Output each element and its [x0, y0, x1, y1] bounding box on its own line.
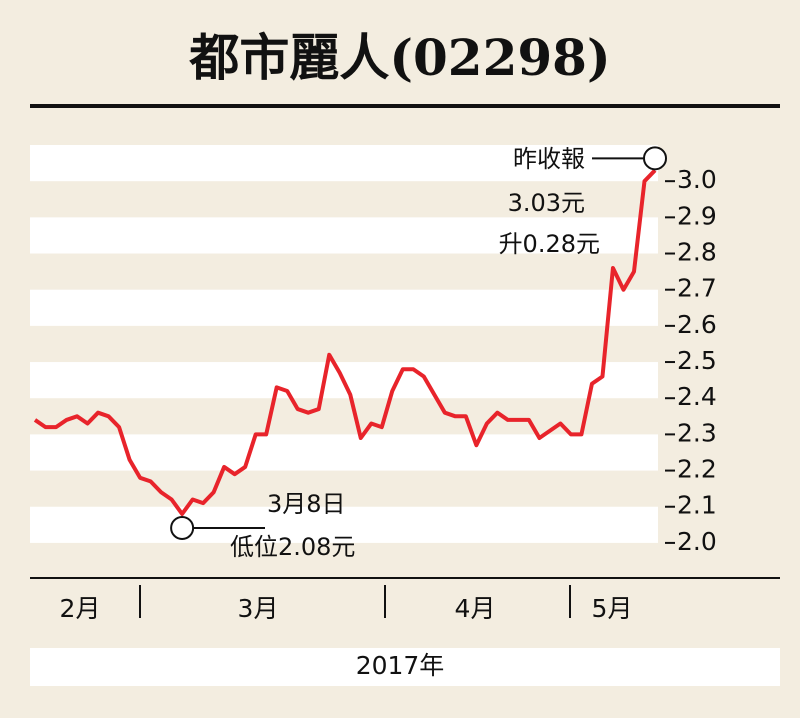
- y-tick-label: 3.0: [677, 165, 717, 194]
- stripe: [30, 145, 658, 182]
- y-tick-label: 2.1: [677, 491, 717, 520]
- year-label: 2017年: [356, 651, 445, 680]
- month-label: 4月: [455, 594, 496, 623]
- y-tick-label: 2.3: [677, 418, 717, 447]
- stripe: [30, 217, 658, 254]
- year-band: [30, 648, 780, 686]
- month-label: 5月: [592, 594, 633, 623]
- y-tick-label: 2.5: [677, 346, 717, 375]
- y-tick-label: 2.2: [677, 455, 717, 484]
- y-tick-label: 2.4: [677, 382, 717, 411]
- y-tick-label: 2.9: [677, 201, 717, 230]
- close-marker: [643, 146, 667, 171]
- chart-title: 都市麗人(02298): [188, 28, 610, 87]
- price-line: [33, 168, 657, 516]
- month-label: 2月: [60, 594, 101, 623]
- annotation: 升0.28元: [499, 230, 600, 258]
- annotation: 3.03元: [508, 189, 585, 217]
- stripe: [30, 289, 658, 326]
- annotation: 低位2.08元: [230, 533, 355, 561]
- y-tick-label: 2.7: [677, 274, 717, 303]
- stripe: [30, 506, 658, 543]
- y-tick-label: 2.8: [677, 238, 717, 267]
- annotation: 3月8日: [267, 490, 346, 518]
- month-label: 3月: [238, 594, 279, 623]
- annotation: 昨收報: [513, 145, 585, 173]
- low-marker: [170, 515, 195, 540]
- y-tick-label: 2.0: [677, 527, 717, 556]
- y-tick-label: 2.6: [677, 310, 717, 339]
